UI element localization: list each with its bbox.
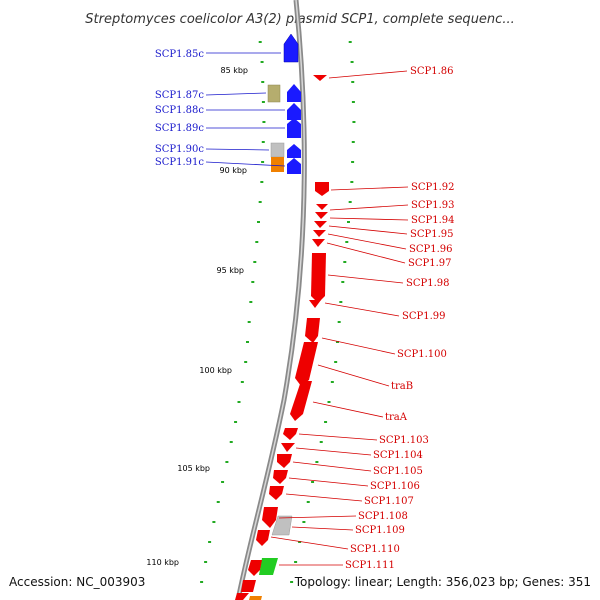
label-scp1-89c: SCP1.89c xyxy=(155,123,204,134)
gene-scp1-108[interactable] xyxy=(262,507,278,528)
label-scp1-85c: SCP1.85c xyxy=(155,49,204,60)
gene-scp1-95[interactable] xyxy=(314,221,327,228)
label-scp1-107: SCP1.107 xyxy=(364,496,414,507)
right-connectors xyxy=(270,70,409,566)
label-scp1-110: SCP1.110 xyxy=(350,544,400,555)
kbp-label-95: 95 kbp xyxy=(216,266,244,275)
label-scp1-103: SCP1.103 xyxy=(379,435,429,446)
label-scp1-104: SCP1.104 xyxy=(373,450,423,461)
label-scp1-86: SCP1.86 xyxy=(410,66,454,77)
label-scp1-95: SCP1.95 xyxy=(410,229,454,240)
gene-scp1-104[interactable] xyxy=(281,443,295,452)
gene-scp1-90c[interactable] xyxy=(287,144,301,158)
label-scp1-91c: SCP1.91c xyxy=(155,157,204,168)
kbp-label-90: 90 kbp xyxy=(219,166,247,175)
gene-scp1-100[interactable] xyxy=(305,318,320,343)
label-scp1-90c: SCP1.90c xyxy=(155,144,204,155)
gene-scp1-88c[interactable] xyxy=(287,84,301,102)
gene-scp1-113[interactable] xyxy=(235,593,249,600)
kbp-label-85: 85 kbp xyxy=(220,66,248,75)
gene-scp1-92[interactable] xyxy=(315,182,329,196)
label-scp1-106: SCP1.106 xyxy=(370,481,420,492)
label-scp1-88c: SCP1.88c xyxy=(155,105,204,116)
kbp-label-100: 100 kbp xyxy=(199,366,232,375)
gene-scp1-111[interactable] xyxy=(248,560,262,576)
label-scp1-97: SCP1.97 xyxy=(408,258,452,269)
label-scp1-105: SCP1.105 xyxy=(373,466,423,477)
kbp-label-110: 110 kbp xyxy=(146,558,179,567)
gene-scp1-89c-b[interactable] xyxy=(287,118,301,138)
gene-scp1-89c[interactable] xyxy=(287,103,301,120)
label-scp1-99: SCP1.99 xyxy=(402,311,446,322)
gene-scp1-94[interactable] xyxy=(315,212,328,219)
gene-scp1-103[interactable] xyxy=(283,428,298,440)
gene-scp1-110[interactable] xyxy=(256,530,270,546)
label-traa: traA xyxy=(385,412,408,423)
reverse-strand-genes xyxy=(267,33,301,174)
gene-scp1-86[interactable] xyxy=(313,75,327,81)
plasmid-backbone-highlight xyxy=(237,0,306,600)
label-scp1-108: SCP1.108 xyxy=(358,511,408,522)
left-connectors xyxy=(205,52,286,167)
gene-scp1-91c-orange[interactable] xyxy=(271,157,284,172)
tick-marks-left xyxy=(200,41,266,583)
gene-scp1-111-green[interactable] xyxy=(259,558,278,575)
topology-text: Topology: linear; Length: 356,023 bp; Ge… xyxy=(294,575,591,589)
gene-scp1-112[interactable] xyxy=(241,580,256,592)
label-scp1-100: SCP1.100 xyxy=(397,349,447,360)
label-scp1-93: SCP1.93 xyxy=(411,200,455,211)
gene-scp1-87c-khaki[interactable] xyxy=(267,84,281,103)
label-scp1-94: SCP1.94 xyxy=(411,215,455,226)
label-scp1-92: SCP1.92 xyxy=(411,182,455,193)
accession-text: Accession: NC_003903 xyxy=(9,575,145,589)
gene-scp1-114-orange[interactable] xyxy=(249,596,262,600)
gene-scp1-91c[interactable] xyxy=(287,158,301,174)
gene-scp1-96[interactable] xyxy=(313,230,326,237)
gene-scp1-106[interactable] xyxy=(273,470,288,484)
gene-scp1-98[interactable] xyxy=(311,253,326,303)
gene-scp1-93[interactable] xyxy=(316,204,328,210)
gene-scp1-107[interactable] xyxy=(269,486,284,500)
label-scp1-111: SCP1.111 xyxy=(345,560,395,571)
gene-scp1-90c-grey[interactable] xyxy=(270,142,285,158)
kbp-label-105: 105 kbp xyxy=(177,464,210,473)
label-trab: traB xyxy=(391,381,413,392)
label-scp1-109: SCP1.109 xyxy=(355,525,405,536)
forward-strand-genes xyxy=(235,75,329,600)
label-scp1-87c: SCP1.87c xyxy=(155,90,204,101)
gene-traa[interactable] xyxy=(290,381,312,421)
gene-trab[interactable] xyxy=(295,342,318,386)
gene-scp1-97[interactable] xyxy=(312,239,325,247)
gene-scp1-109-grey[interactable] xyxy=(271,515,293,536)
label-scp1-96: SCP1.96 xyxy=(409,244,453,255)
gene-scp1-105[interactable] xyxy=(277,454,292,468)
gene-scp1-99[interactable] xyxy=(309,300,321,308)
tick-marks-right xyxy=(290,41,356,583)
label-scp1-98: SCP1.98 xyxy=(406,278,450,289)
gene-scp1-85c[interactable] xyxy=(283,33,299,63)
